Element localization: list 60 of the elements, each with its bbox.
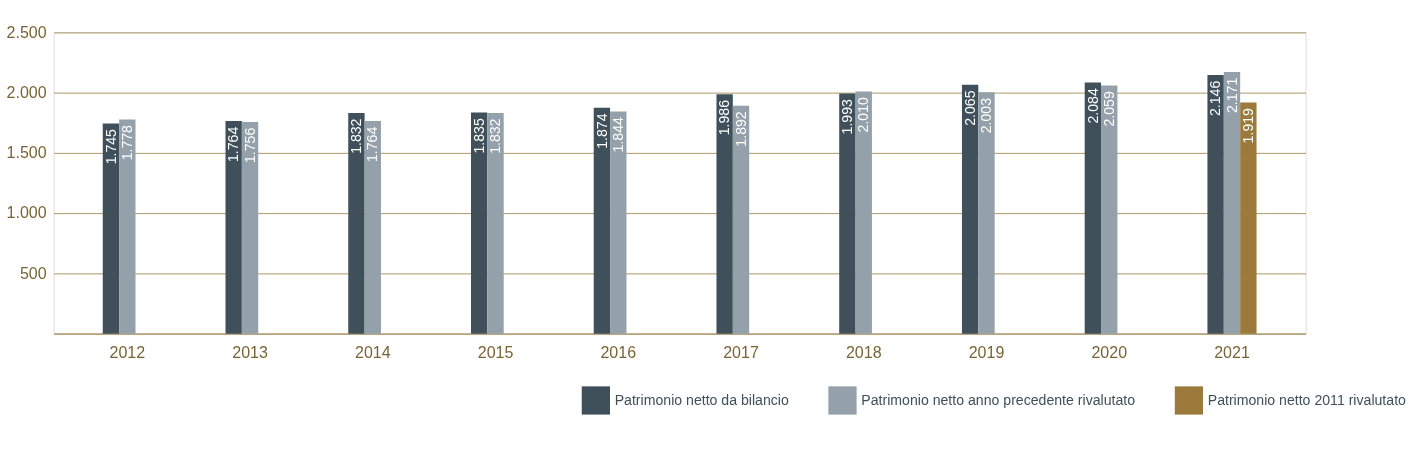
x-tick-label: 2013: [232, 343, 268, 361]
bar: [855, 91, 872, 334]
data-label: 1.778: [119, 124, 136, 161]
bar: [225, 121, 242, 334]
bar: [978, 92, 995, 334]
x-tick-label: 2012: [109, 343, 146, 361]
bar: [961, 84, 979, 334]
y-tick-label: 2.000: [6, 83, 47, 101]
bar: [610, 111, 627, 334]
data-label: 1.764: [225, 126, 242, 163]
bar: [839, 93, 856, 334]
data-label: 1.832: [487, 118, 504, 154]
bar: [1084, 82, 1102, 334]
x-tick-label: 2016: [600, 343, 637, 361]
bar: [487, 112, 504, 334]
bar: [241, 122, 259, 334]
data-label: 1.756: [241, 127, 258, 164]
data-label: 1.919: [1240, 107, 1257, 144]
bar: [119, 119, 136, 334]
y-tick-label: 1.500: [6, 144, 47, 162]
legend-label: Patrimonio netto 2011 rivalutato: [1207, 392, 1407, 409]
data-label: 1.892: [732, 111, 749, 147]
bar: [348, 112, 365, 334]
bar: [364, 121, 381, 334]
data-label: 2.171: [1223, 77, 1240, 114]
bar: [1101, 85, 1118, 334]
bar: [102, 123, 120, 334]
bar: [716, 94, 733, 334]
bar: [1207, 75, 1224, 334]
data-label: 1.844: [609, 116, 626, 153]
x-tick-label: 2019: [968, 343, 1005, 361]
x-tick-label: 2017: [723, 343, 759, 361]
x-tick-label: 2014: [354, 343, 391, 361]
x-tick-label: 2015: [477, 343, 514, 361]
data-label: 2.084: [1084, 88, 1101, 124]
legend-label: Patrimonio netto da bilancio: [614, 392, 789, 409]
y-tick-label: 500: [19, 264, 47, 282]
data-label: 2.059: [1100, 91, 1117, 127]
data-label: 1.874: [593, 113, 610, 149]
bar: [1223, 72, 1241, 334]
bar: [593, 107, 611, 334]
data-label: 1.993: [839, 99, 856, 135]
data-label: 1.745: [102, 128, 119, 165]
data-label: 2.010: [855, 96, 872, 133]
data-label: 1.832: [348, 118, 365, 154]
data-label: 1.986: [716, 99, 733, 136]
y-tick-label: 1.000: [6, 204, 47, 222]
bar: [732, 105, 750, 334]
y-tick-label: 2.500: [6, 23, 47, 41]
x-tick-label: 2021: [1214, 343, 1250, 361]
bar: [470, 112, 488, 334]
x-tick-label: 2018: [845, 343, 882, 361]
x-tick-label: 2020: [1091, 343, 1128, 361]
legend-label: Patrimonio netto anno precedente rivalutato: [861, 392, 1136, 409]
bar: [1240, 102, 1257, 334]
data-label: 1.835: [470, 118, 487, 154]
data-label: 2.146: [1207, 80, 1224, 117]
data-label: 2.065: [961, 90, 978, 126]
data-label: 1.764: [364, 126, 381, 163]
data-label: 2.003: [978, 97, 995, 134]
